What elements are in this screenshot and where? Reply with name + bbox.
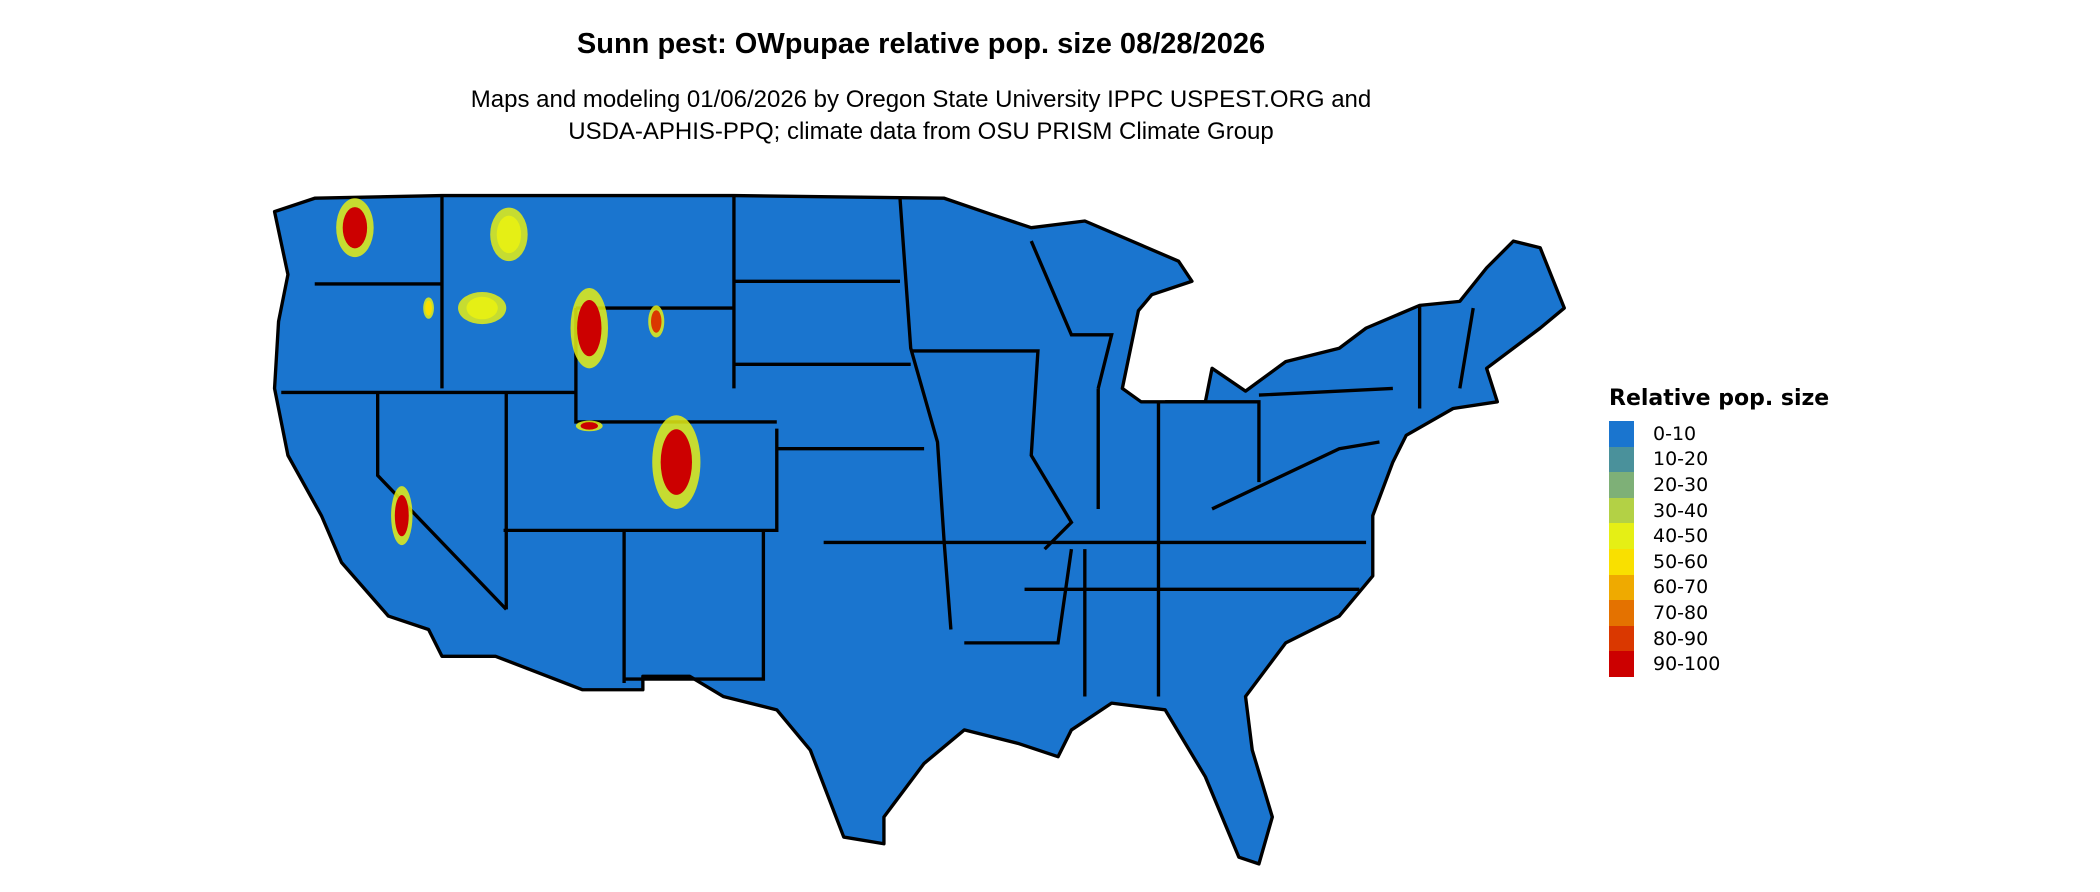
legend-swatch	[1609, 497, 1634, 524]
legend-title: Relative pop. size	[1609, 386, 1830, 411]
hotspot-core	[651, 310, 662, 333]
legend-swatch	[1609, 472, 1634, 498]
legend-item: 80-90	[1609, 625, 1829, 652]
legend-label: 40-50	[1653, 525, 1709, 548]
legend: Relative pop. size 0-10 10-20 20-30 30-40 40…	[1609, 386, 1829, 677]
legend-swatch	[1609, 574, 1634, 601]
legend-swatch	[1609, 548, 1634, 575]
legend-item: 60-70	[1609, 574, 1829, 601]
legend-label: 20-30	[1653, 473, 1709, 496]
hotspot-core	[660, 429, 693, 495]
legend-label: 0-10	[1653, 422, 1697, 445]
legend-swatch	[1609, 446, 1634, 473]
legend-item: 20-30	[1609, 472, 1829, 498]
legend-swatch	[1609, 651, 1634, 677]
legend-label: 60-70	[1653, 576, 1709, 599]
legend-item: 30-40	[1609, 497, 1829, 524]
legend-item: 40-50	[1609, 523, 1829, 549]
high-population-areas	[336, 198, 701, 546]
hotspot-core	[496, 215, 522, 254]
hotspot-core	[466, 296, 498, 320]
hotspot-core	[580, 422, 598, 430]
hotspot-core	[425, 300, 433, 316]
legend-swatch	[1609, 523, 1634, 549]
state-borders	[281, 195, 1475, 697]
legend-label: 80-90	[1653, 627, 1709, 650]
hotspot-core	[342, 207, 368, 249]
legend-label: 10-20	[1653, 448, 1709, 471]
legend-swatch	[1609, 421, 1634, 447]
legend-item: 0-10	[1609, 421, 1829, 447]
legend-item: 90-100	[1609, 651, 1829, 677]
subtitle-line-2: USDA-APHIS-PPQ; climate data from OSU PR…	[568, 118, 1274, 145]
legend-item: 70-80	[1609, 600, 1829, 626]
legend-label: 50-60	[1653, 550, 1709, 573]
map-subtitle: Maps and modeling 01/06/2026 by Oregon S…	[0, 84, 1842, 148]
legend-label: 90-100	[1653, 653, 1721, 676]
legend-label: 30-40	[1653, 499, 1709, 522]
legend-item: 50-60	[1609, 548, 1829, 575]
hotspot-core	[394, 495, 409, 537]
hotspot-core	[577, 300, 602, 357]
subtitle-line-1: Maps and modeling 01/06/2026 by Oregon S…	[470, 86, 1372, 113]
legend-label: 70-80	[1653, 601, 1709, 624]
legend-swatch	[1609, 600, 1634, 626]
legend-item: 10-20	[1609, 446, 1829, 473]
map-title: Sunn pest: OWpupae relative pop. size 08…	[576, 28, 1266, 60]
legend-swatch	[1609, 625, 1634, 652]
